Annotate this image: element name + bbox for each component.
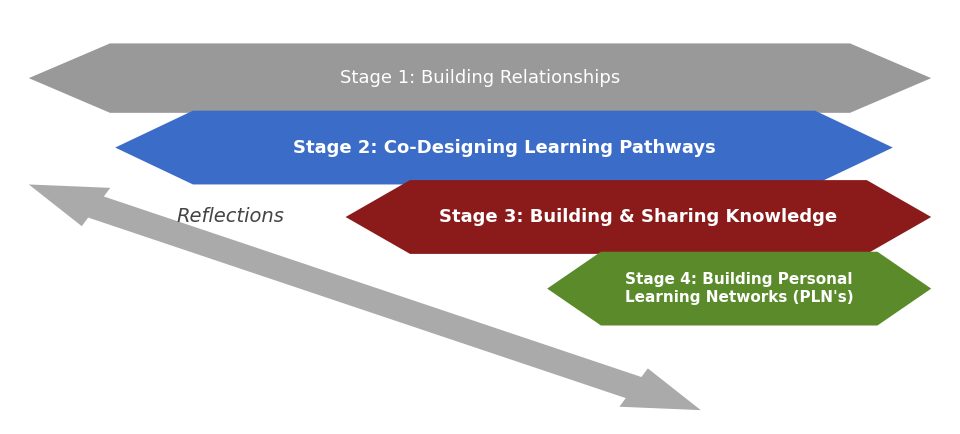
Text: Stage 2: Co-Designing Learning Pathways: Stage 2: Co-Designing Learning Pathways	[293, 138, 715, 157]
Polygon shape	[29, 184, 701, 410]
Text: Reflections: Reflections	[177, 207, 284, 226]
Polygon shape	[115, 111, 893, 184]
Polygon shape	[547, 252, 931, 326]
Polygon shape	[29, 43, 931, 113]
Text: Stage 3: Building & Sharing Knowledge: Stage 3: Building & Sharing Knowledge	[440, 208, 837, 226]
Polygon shape	[346, 180, 931, 254]
Text: Stage 1: Building Relationships: Stage 1: Building Relationships	[340, 69, 620, 87]
Text: Stage 4: Building Personal
Learning Networks (PLN's): Stage 4: Building Personal Learning Netw…	[625, 273, 853, 305]
